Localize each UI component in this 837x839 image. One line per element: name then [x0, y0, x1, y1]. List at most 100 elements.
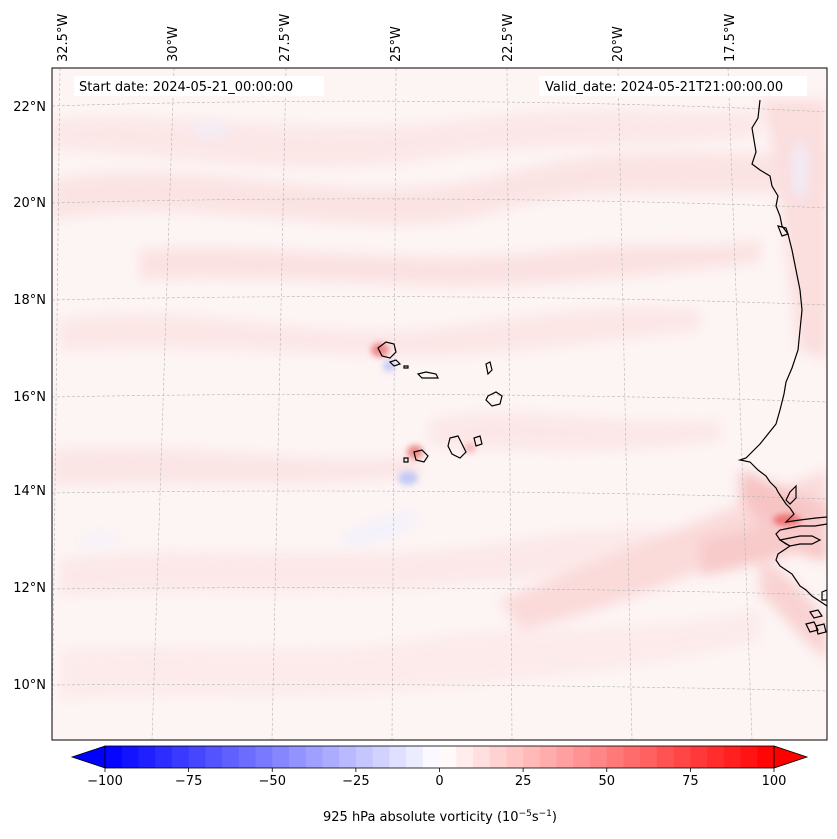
gridlines: [52, 68, 827, 740]
colorbar-segment: [556, 746, 574, 768]
vorticity-streak: [60, 307, 700, 356]
lat-label: 10°N: [13, 678, 46, 693]
bijagos-islands: [815, 623, 827, 635]
colorbar-extend-max-arrow: [773, 745, 809, 769]
coastal-vorticity: [700, 510, 827, 575]
colorbar-title: 925 hPa absolute vorticity (10−5s−1): [323, 809, 557, 825]
colorbar-segment: [439, 746, 457, 768]
colorbar-segment: [506, 746, 524, 768]
colorbar-tick-label: 75: [682, 774, 699, 789]
colorbar-segment: [590, 746, 608, 768]
colorbar-segment: [305, 746, 323, 768]
colorbar-segment: [121, 746, 139, 768]
colorbar-segment: [355, 746, 374, 768]
negative-vorticity-patch: [80, 535, 120, 545]
colorbar: −100 −75 −50 −25 0 25 50 75 100 925 hPa absolute…: [70, 745, 809, 825]
colorbar-segment: [489, 746, 507, 768]
bijagos-islands: [805, 621, 819, 633]
island-boa-vista: [485, 391, 503, 407]
valid-date-text: Valid_date: 2024-05-21T21:00:00.00: [545, 80, 783, 95]
colorbar-tick-label: 50: [598, 774, 615, 789]
colorbar-segment: [105, 746, 123, 768]
cape-verde-islands: [377, 341, 503, 463]
latitude-labels: 22°N 20°N 18°N 16°N 14°N 12°N 10°N: [13, 100, 46, 693]
africa-coastline: [785, 484, 797, 505]
lat-label: 22°N: [13, 100, 46, 115]
colorbar-segment: [623, 746, 641, 768]
vorticity-streak: [52, 150, 827, 225]
colorbar-ticks: −100 −75 −50 −25 0 25 50 75 100: [87, 768, 786, 789]
lon-label: 27.5°W: [278, 14, 293, 62]
colorbar-segment: [707, 746, 725, 768]
colorbar-segment: [188, 746, 206, 768]
vorticity-streak: [500, 470, 827, 630]
colorbar-segment: [673, 746, 691, 768]
colorbar-segment: [406, 746, 424, 768]
coastal-vorticity: [760, 100, 827, 360]
bijagos-islands: [821, 589, 827, 601]
start-date-box: [74, 76, 324, 96]
bijagos-islands: [809, 609, 823, 619]
lon-label: 30°W: [166, 26, 181, 62]
island-wake-positive: [773, 514, 801, 526]
colorbar-segment: [272, 746, 290, 768]
negative-vorticity-patch: [342, 514, 418, 546]
island-fogo: [413, 449, 429, 463]
colorbar-segment: [138, 746, 156, 768]
coastal-vorticity: [760, 560, 827, 660]
island-santo-antao: [377, 341, 397, 359]
map-frame: [51, 67, 828, 741]
lat-label: 20°N: [13, 196, 46, 211]
colorbar-segment: [238, 746, 257, 768]
vorticity-streak: [52, 110, 760, 167]
colorbar-segment: [640, 746, 658, 768]
colorbar-tick-label: −50: [259, 774, 286, 789]
colorbar-segment: [606, 746, 624, 768]
island-santiago: [447, 435, 467, 459]
colorbar-tick-label: 100: [762, 774, 787, 789]
africa-coastline: [775, 523, 827, 607]
vorticity-streak: [430, 412, 720, 450]
island-santa-luzia: [403, 365, 409, 369]
colorbar-segment: [740, 746, 758, 768]
lon-label: 32.5°W: [56, 14, 71, 62]
lat-label: 18°N: [13, 293, 46, 308]
vorticity-streak: [140, 240, 760, 286]
lon-label: 22.5°W: [501, 14, 516, 62]
negative-vorticity-patch: [792, 140, 808, 200]
colorbar-segments: [105, 746, 775, 768]
coastline: [737, 99, 827, 635]
colorbar-segment: [523, 746, 541, 768]
colorbar-segment: [155, 746, 173, 768]
lon-label: 17.5°W: [723, 14, 738, 62]
vorticity-streak: [52, 447, 420, 485]
colorbar-segment: [723, 746, 742, 768]
colorbar-segment: [205, 746, 223, 768]
valid-date-box: [539, 76, 807, 96]
lon-label: 20°W: [611, 26, 626, 62]
colorbar-segment: [372, 746, 390, 768]
start-date-text: Start date: 2024-05-21_00:00:00: [79, 80, 293, 95]
colorbar-tick-label: 0: [435, 774, 443, 789]
island-maio: [473, 435, 483, 447]
vorticity-field: [52, 68, 827, 740]
colorbar-segment: [573, 746, 591, 768]
colorbar-tick-label: −75: [175, 774, 202, 789]
island-sao-vicente: [388, 359, 402, 367]
colorbar-segment: [539, 746, 558, 768]
colorbar-segment: [339, 746, 357, 768]
colorbar-extend-min-arrow: [70, 745, 106, 769]
colorbar-segment: [757, 746, 775, 768]
colorbar-segment: [255, 746, 273, 768]
colorbar-segment: [656, 746, 675, 768]
colorbar-tick-label: 25: [515, 774, 532, 789]
africa-coastline: [778, 535, 822, 547]
lon-label: 25°W: [389, 26, 404, 62]
lat-label: 14°N: [13, 484, 46, 499]
lat-label: 16°N: [13, 390, 46, 405]
island-sal: [485, 361, 493, 376]
colorbar-segment: [389, 746, 407, 768]
negative-vorticity-patch: [190, 124, 230, 136]
map-panel: Start date: 2024-05-21_00:00:00 Valid_da…: [51, 67, 828, 741]
colorbar-tick-label: −100: [87, 774, 123, 789]
